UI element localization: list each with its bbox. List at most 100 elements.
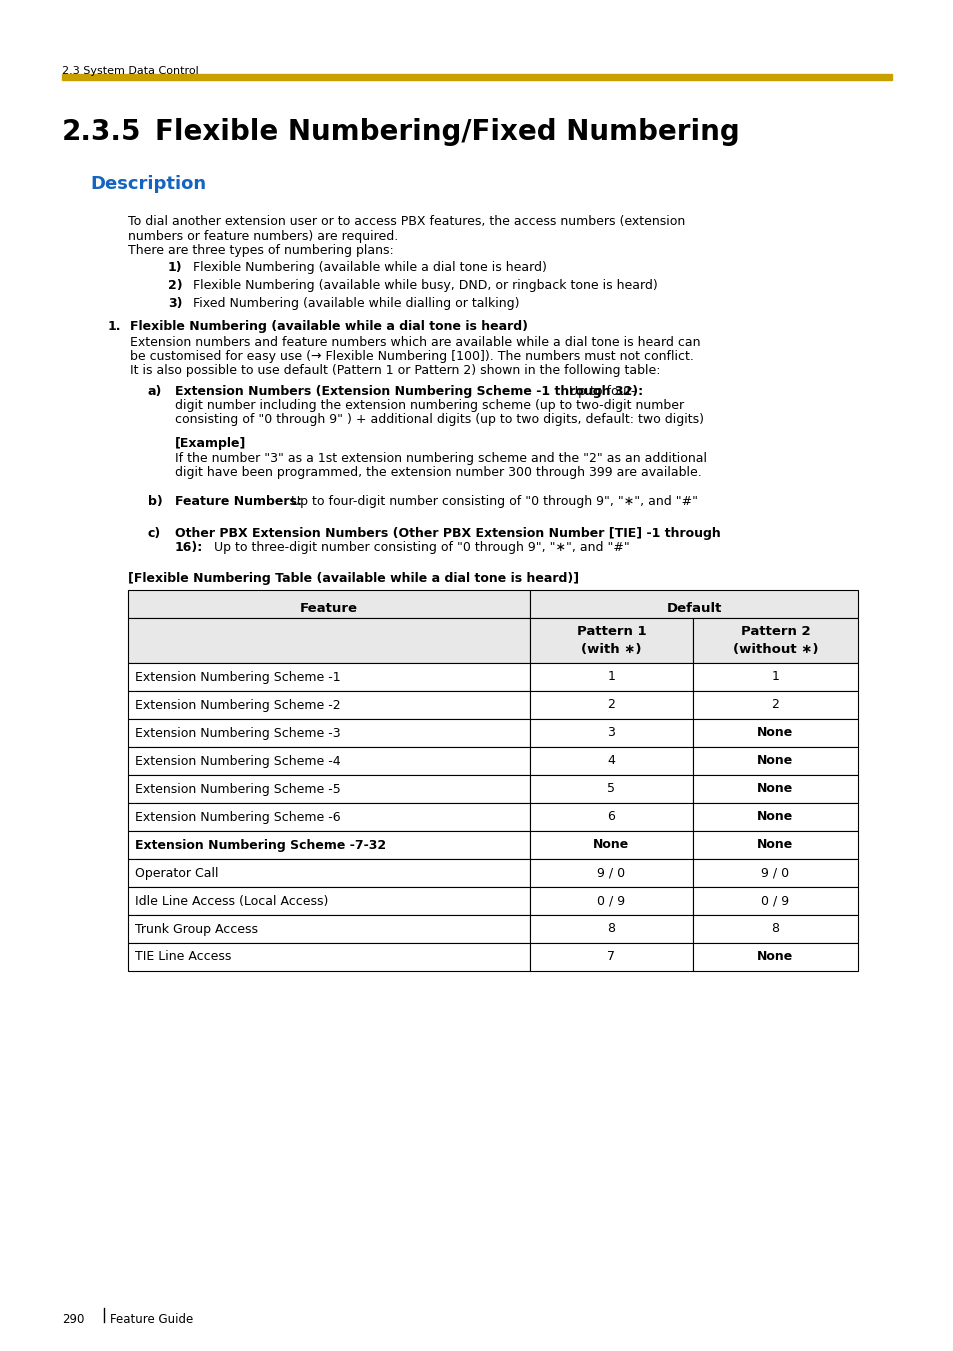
- Text: TIE Line Access: TIE Line Access: [135, 951, 232, 963]
- Text: Default: Default: [665, 601, 720, 615]
- Bar: [128, 690, 530, 719]
- Text: 6: 6: [607, 811, 615, 824]
- Text: If the number "3" as a 1st extension numbering scheme and the "2" as an addition: If the number "3" as a 1st extension num…: [174, 453, 706, 465]
- Text: Description: Description: [90, 176, 206, 193]
- Text: 16):: 16):: [174, 540, 203, 554]
- Text: Extension Numbering Scheme -3: Extension Numbering Scheme -3: [135, 727, 340, 739]
- Text: 1: 1: [771, 670, 779, 684]
- Bar: [692, 915, 857, 943]
- Bar: [530, 690, 692, 719]
- Text: Extension Numbering Scheme -5: Extension Numbering Scheme -5: [135, 782, 340, 796]
- Text: b): b): [148, 494, 163, 508]
- Bar: [530, 831, 692, 859]
- Bar: [692, 775, 857, 802]
- Bar: [530, 617, 692, 663]
- Bar: [128, 719, 530, 747]
- Bar: [530, 888, 692, 915]
- Text: 3: 3: [607, 727, 615, 739]
- Text: 8: 8: [771, 923, 779, 935]
- Bar: [128, 943, 530, 971]
- Text: None: None: [757, 754, 793, 767]
- Text: Up to four-: Up to four-: [564, 385, 635, 399]
- Bar: [692, 690, 857, 719]
- Text: consisting of "0 through 9" ) + additional digits (up to two digits, default: tw: consisting of "0 through 9" ) + addition…: [174, 413, 703, 426]
- Text: None: None: [757, 727, 793, 739]
- Text: 0 / 9: 0 / 9: [760, 894, 789, 908]
- Text: 2: 2: [771, 698, 779, 712]
- Text: 5: 5: [607, 782, 615, 796]
- Bar: [692, 663, 857, 690]
- Text: 9 / 0: 9 / 0: [597, 866, 625, 880]
- Bar: [692, 719, 857, 747]
- Text: Extension numbers and feature numbers which are available while a dial tone is h: Extension numbers and feature numbers wh…: [130, 336, 700, 349]
- Bar: [692, 943, 857, 971]
- Text: Idle Line Access (Local Access): Idle Line Access (Local Access): [135, 894, 328, 908]
- Text: None: None: [593, 839, 629, 851]
- Text: Extension Numbering Scheme -6: Extension Numbering Scheme -6: [135, 811, 340, 824]
- Text: Extension Numbering Scheme -7-32: Extension Numbering Scheme -7-32: [135, 839, 386, 851]
- Text: Trunk Group Access: Trunk Group Access: [135, 923, 257, 935]
- Text: Extension Numbering Scheme -1: Extension Numbering Scheme -1: [135, 670, 340, 684]
- Text: Flexible Numbering (available while a dial tone is heard): Flexible Numbering (available while a di…: [130, 320, 527, 332]
- Text: Up to four-digit number consisting of "0 through 9", "∗", and "#": Up to four-digit number consisting of "0…: [287, 494, 698, 508]
- Text: Operator Call: Operator Call: [135, 866, 218, 880]
- Text: be customised for easy use (→ Flexible Numbering [100]). The numbers must not co: be customised for easy use (→ Flexible N…: [130, 350, 693, 363]
- Text: 9 / 0: 9 / 0: [760, 866, 789, 880]
- Text: None: None: [757, 951, 793, 963]
- Bar: [530, 663, 692, 690]
- Bar: [128, 888, 530, 915]
- Text: 8: 8: [607, 923, 615, 935]
- Text: [Example]: [Example]: [174, 436, 246, 450]
- Text: Extension Numbering Scheme -2: Extension Numbering Scheme -2: [135, 698, 340, 712]
- Bar: [692, 831, 857, 859]
- Text: 2): 2): [168, 280, 182, 292]
- Text: Pattern 2
(without ∗): Pattern 2 (without ∗): [732, 626, 818, 657]
- Bar: [692, 888, 857, 915]
- Text: 4: 4: [607, 754, 615, 767]
- Text: It is also possible to use default (Pattern 1 or Pattern 2) shown in the followi: It is also possible to use default (Patt…: [130, 363, 659, 377]
- Text: 7: 7: [607, 951, 615, 963]
- Text: Extension Numbers (Extension Numbering Scheme -1 through 32):: Extension Numbers (Extension Numbering S…: [174, 385, 642, 399]
- Text: 1.: 1.: [108, 320, 121, 332]
- Text: digit number including the extension numbering scheme (up to two-digit number: digit number including the extension num…: [174, 399, 683, 412]
- Text: 2.3.5: 2.3.5: [62, 118, 141, 146]
- Text: 290: 290: [62, 1313, 84, 1325]
- Text: None: None: [757, 782, 793, 796]
- Text: numbers or feature numbers) are required.: numbers or feature numbers) are required…: [128, 230, 397, 243]
- Text: Flexible Numbering/Fixed Numbering: Flexible Numbering/Fixed Numbering: [154, 118, 739, 146]
- Text: digit have been programmed, the extension number 300 through 399 are available.: digit have been programmed, the extensio…: [174, 466, 701, 480]
- Text: a): a): [148, 385, 162, 399]
- Bar: [530, 802, 692, 831]
- Text: Other PBX Extension Numbers (Other PBX Extension Number [TIE] -1 through: Other PBX Extension Numbers (Other PBX E…: [174, 527, 720, 540]
- Bar: [128, 831, 530, 859]
- Bar: [62, 74, 891, 80]
- Bar: [530, 775, 692, 802]
- Bar: [128, 859, 530, 888]
- Text: Flexible Numbering (available while busy, DND, or ringback tone is heard): Flexible Numbering (available while busy…: [193, 280, 657, 292]
- Bar: [692, 617, 857, 663]
- Bar: [692, 747, 857, 775]
- Text: Up to three-digit number consisting of "0 through 9", "∗", and "#": Up to three-digit number consisting of "…: [210, 540, 629, 554]
- Text: [Flexible Numbering Table (available while a dial tone is heard)]: [Flexible Numbering Table (available whi…: [128, 571, 578, 585]
- Text: Feature: Feature: [299, 601, 357, 615]
- Bar: [530, 590, 857, 617]
- Text: 1: 1: [607, 670, 615, 684]
- Text: c): c): [148, 527, 161, 540]
- Text: None: None: [757, 811, 793, 824]
- Bar: [530, 943, 692, 971]
- Text: Pattern 1
(with ∗): Pattern 1 (with ∗): [576, 626, 645, 657]
- Bar: [128, 663, 530, 690]
- Bar: [128, 617, 530, 663]
- Text: 1): 1): [168, 261, 182, 274]
- Bar: [128, 775, 530, 802]
- Text: Extension Numbering Scheme -4: Extension Numbering Scheme -4: [135, 754, 340, 767]
- Bar: [128, 915, 530, 943]
- Text: Feature Guide: Feature Guide: [110, 1313, 193, 1325]
- Text: 0 / 9: 0 / 9: [597, 894, 625, 908]
- Text: There are three types of numbering plans:: There are three types of numbering plans…: [128, 245, 394, 257]
- Bar: [530, 719, 692, 747]
- Bar: [128, 802, 530, 831]
- Bar: [530, 747, 692, 775]
- Text: 3): 3): [168, 297, 182, 309]
- Bar: [128, 590, 530, 617]
